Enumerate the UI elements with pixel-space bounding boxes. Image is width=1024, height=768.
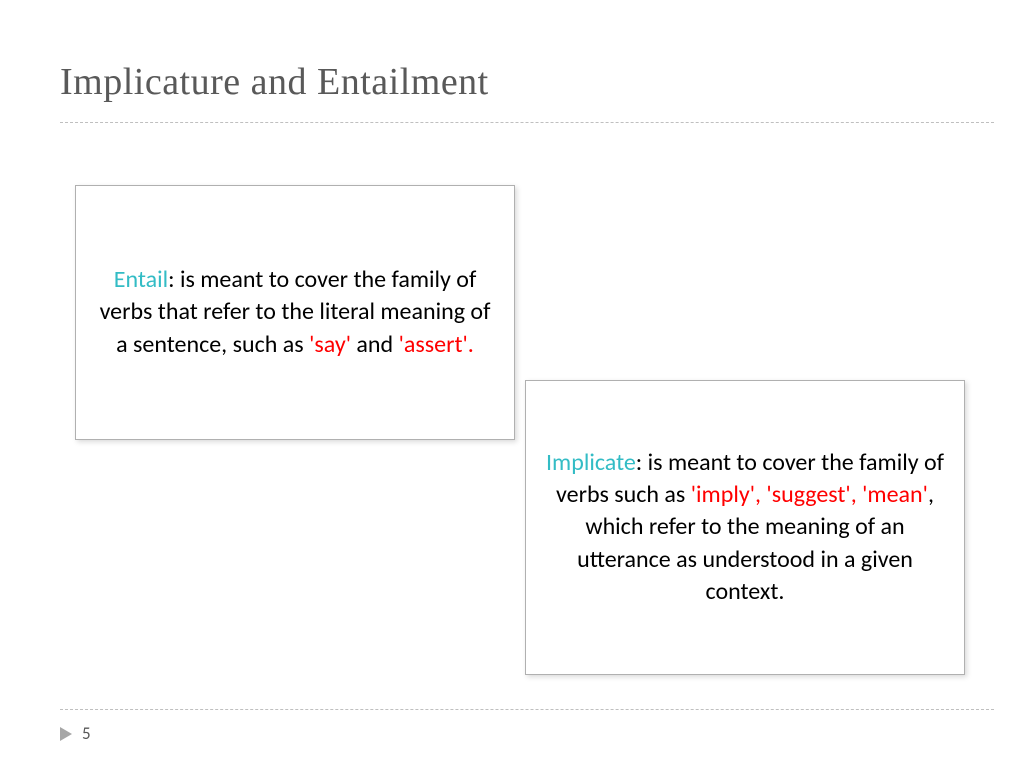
entail-text: Entail: is meant to cover the family of … bbox=[96, 264, 494, 361]
implicate-term: Implicate bbox=[546, 448, 636, 477]
bottom-divider bbox=[60, 709, 994, 710]
title-divider bbox=[60, 122, 994, 123]
implicate-text: Implicate: is meant to cover the family … bbox=[546, 447, 944, 609]
entail-kw2: 'assert'. bbox=[399, 330, 474, 359]
implicate-kw1: 'imply', 'suggest', 'mean' bbox=[691, 480, 928, 509]
entail-mid: and bbox=[351, 330, 399, 359]
page-number: 5 bbox=[82, 723, 91, 744]
entail-kw1: 'say' bbox=[309, 330, 351, 359]
arrow-icon bbox=[60, 727, 72, 741]
slide-title: Implicature and Entailment bbox=[60, 60, 489, 104]
entail-box: Entail: is meant to cover the family of … bbox=[75, 185, 515, 440]
page-marker: 5 bbox=[60, 723, 91, 744]
implicate-box: Implicate: is meant to cover the family … bbox=[525, 380, 965, 675]
entail-term: Entail bbox=[114, 265, 168, 294]
